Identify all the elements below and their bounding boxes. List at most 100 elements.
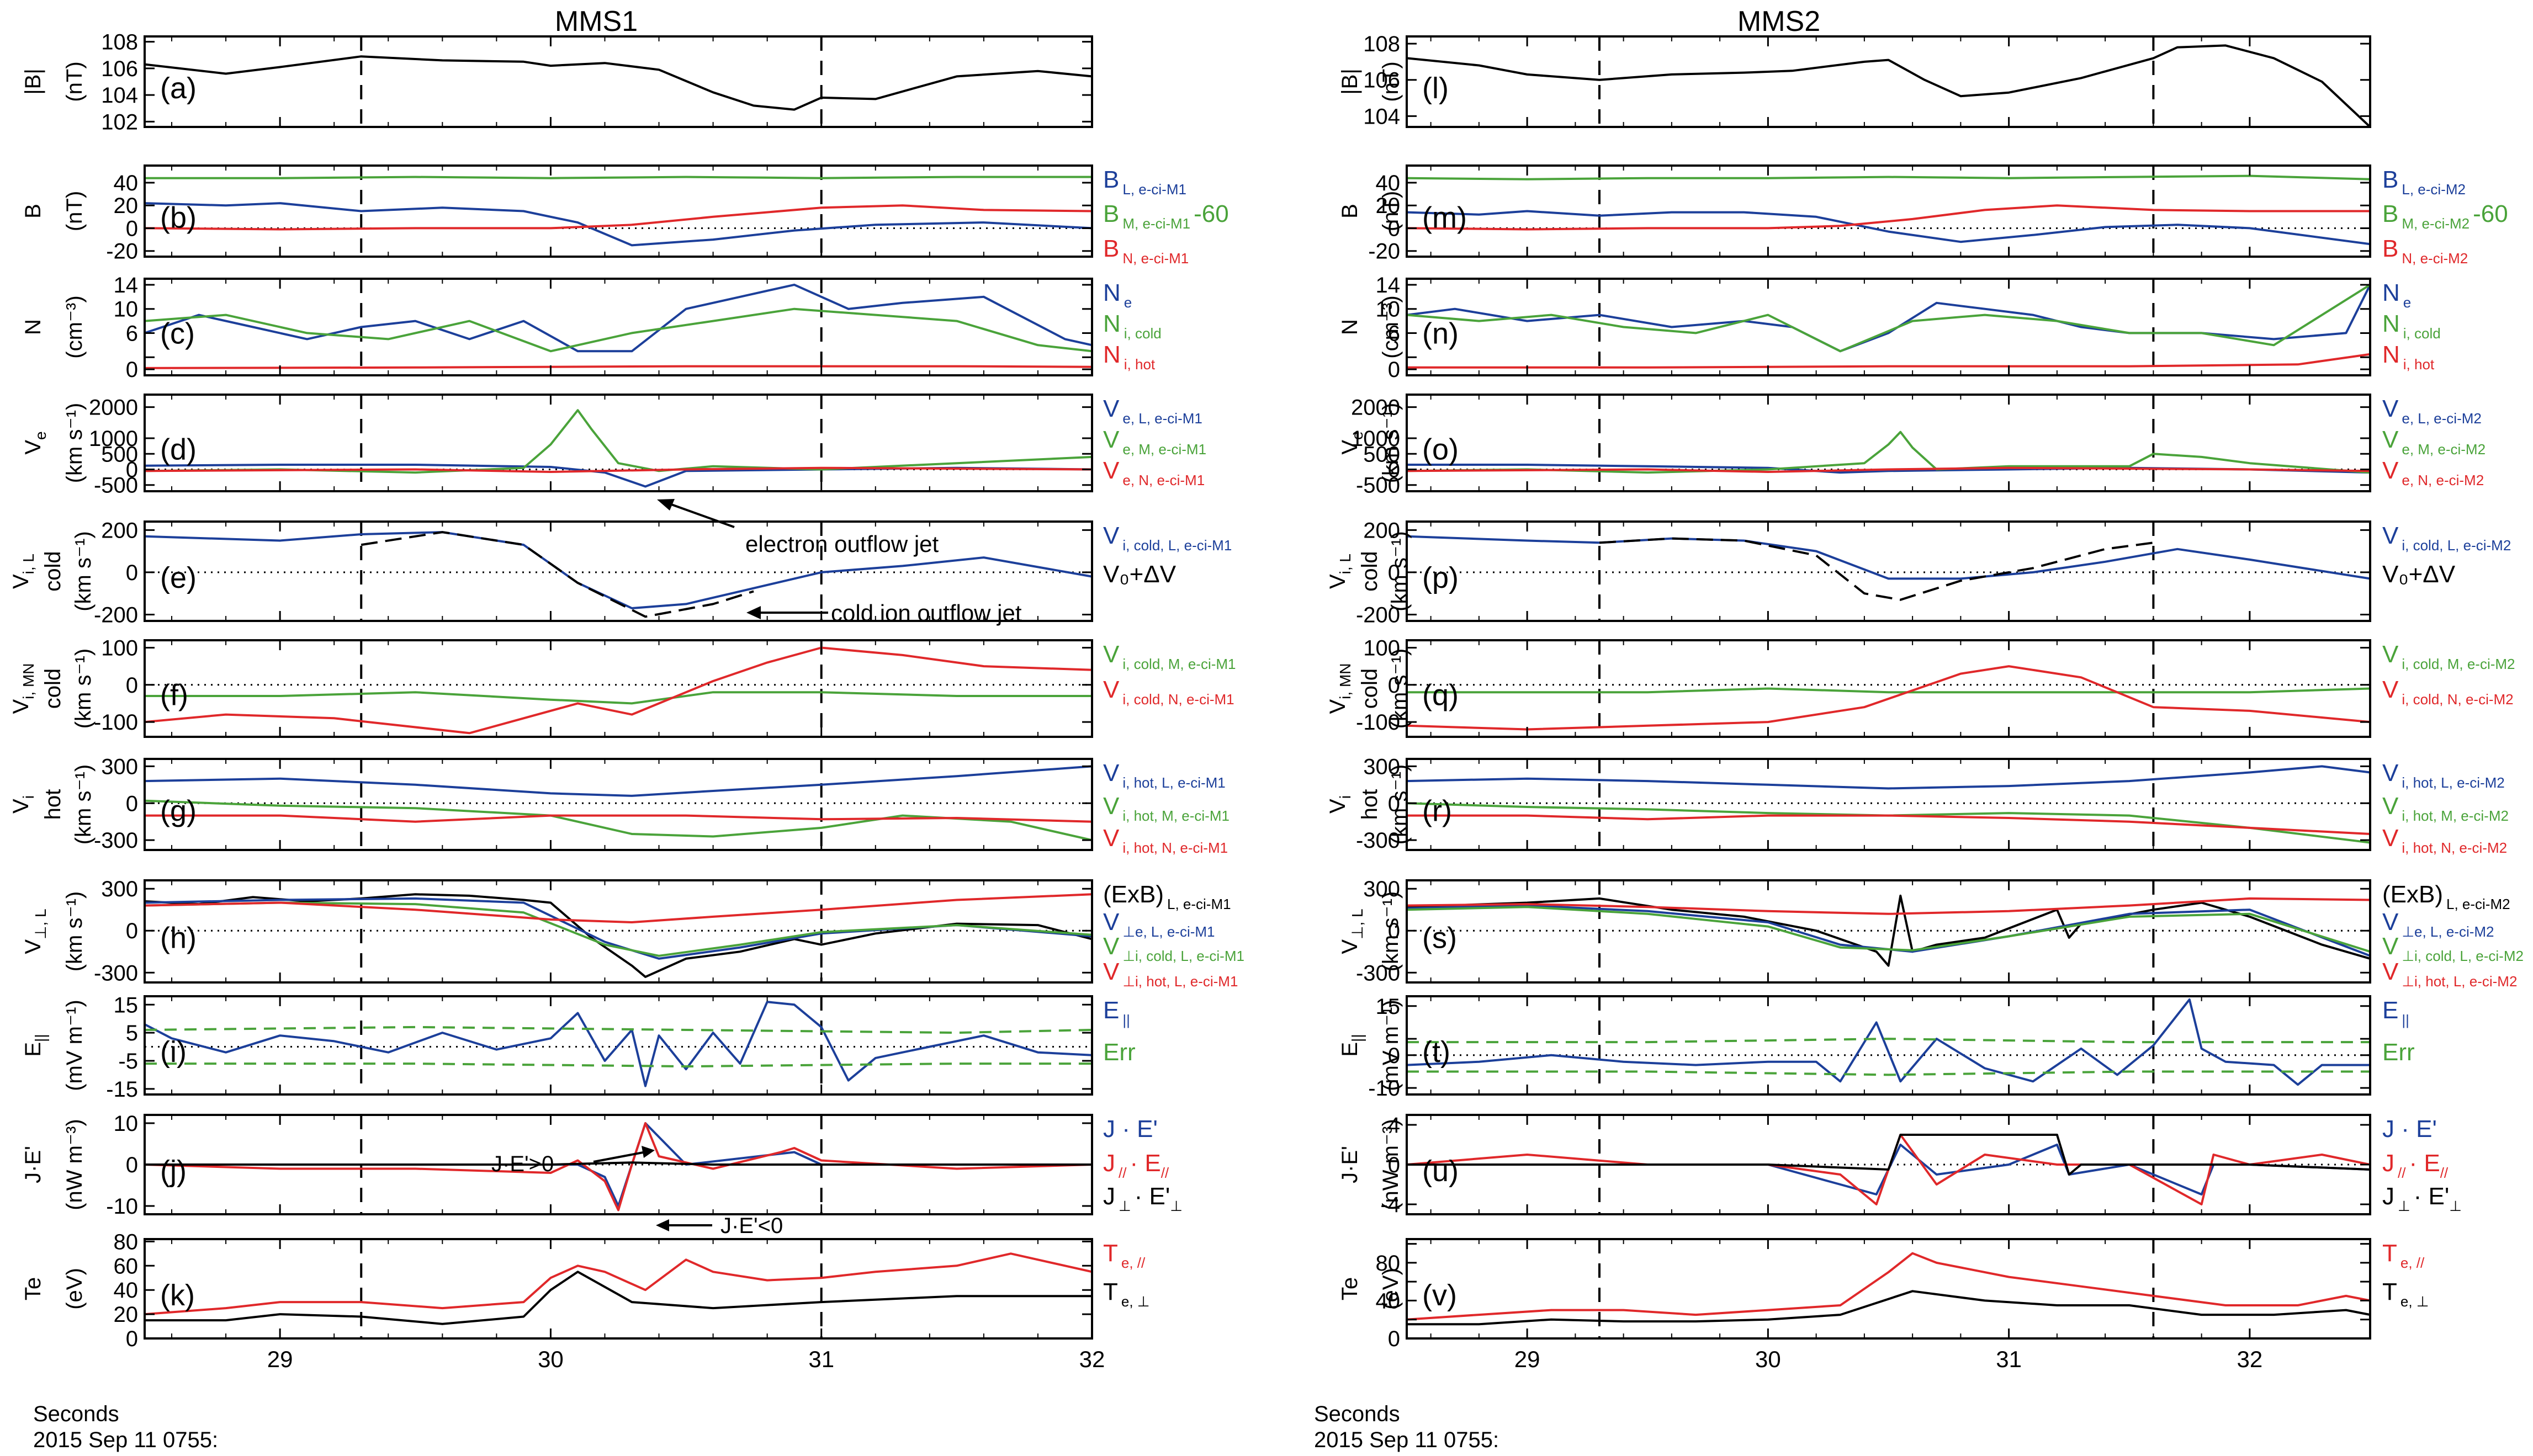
panel-frame — [144, 995, 1093, 1096]
series-line-e-par — [1407, 998, 2370, 1086]
legend-entry-base: V — [2382, 793, 2399, 820]
series-line-v-i-hot-l — [145, 765, 1092, 797]
series-group — [145, 531, 1092, 618]
series-line--b- — [145, 55, 1092, 111]
legend-entry-sub: i, cold, M, e-ci-M2 — [2402, 656, 2515, 672]
legend-entry-sub: L, e-ci-M2 — [2402, 181, 2466, 198]
legend-entry-sub: i, cold — [1124, 325, 1162, 342]
y-tick-label: 100 — [1363, 636, 1400, 660]
legend-entry-sub: i, cold, N, e-ci-M2 — [2402, 691, 2513, 708]
series-group — [1407, 431, 2370, 474]
legend-entry-base: J — [2382, 1150, 2394, 1177]
y-tick-label: 1000 — [1351, 427, 1400, 451]
y-tick-label: 2000 — [1351, 396, 1400, 420]
y-tick-label: -300 — [94, 961, 138, 985]
legend-entry-base: N — [2382, 341, 2400, 368]
y-tick-label: 0 — [126, 791, 138, 816]
legend-entry-base: N — [1103, 310, 1121, 337]
legend-entry: V ⊥i, cold, L, e-ci-M2 — [2382, 933, 2524, 964]
y-tick-label: 14 — [114, 273, 139, 297]
legend-entry-base: (ExB) — [1103, 881, 1164, 908]
y-tick-label: 0 — [126, 919, 138, 943]
y-tick-label: -500 — [1356, 474, 1400, 498]
legend-entry-base: J · E' — [1103, 1115, 1158, 1143]
series-line-n-i-cold — [145, 307, 1092, 353]
y-tick-label: 0 — [1388, 561, 1400, 585]
y-tick-label: -4 — [1380, 1193, 1400, 1217]
legend-entry-sub: ⊥i, cold, L, e-ci-M1 — [1122, 948, 1244, 964]
y-axis-label: (nT) — [62, 61, 87, 102]
legend-entry: Err — [2382, 1039, 2415, 1066]
legend-entry-sub: e, N, e-ci-M1 — [1122, 472, 1205, 488]
legend-entry-base: T — [1103, 1278, 1118, 1305]
y-axis-label: (cm⁻³) — [1379, 295, 1403, 358]
panel-letter: (d) — [160, 433, 197, 466]
legend-entry-base: V — [1103, 641, 1120, 668]
y-tick-label: 6 — [1388, 321, 1400, 346]
series-group — [145, 765, 1092, 842]
legend-entry-base: V — [2382, 426, 2399, 453]
panel-letter: (p) — [1422, 561, 1459, 594]
x-tick-label: 32 — [2237, 1346, 2263, 1372]
y-tick-label: 200 — [101, 518, 138, 543]
y-axis-label: (nT) — [62, 191, 87, 231]
legend-entry-base: B — [1103, 166, 1119, 193]
panel-frame — [144, 164, 1093, 258]
panel-letter: (t) — [1422, 1035, 1450, 1069]
y-tick-label: 104 — [101, 83, 138, 108]
y-tick-label: 0 — [126, 458, 138, 482]
series-group — [1407, 765, 2370, 844]
y-tick-label: 200 — [1363, 518, 1400, 543]
annotation-je-positive-label: J·E'>0 — [491, 1152, 554, 1176]
legend-entry: B M, e-ci-M2 -60 — [2382, 200, 2508, 232]
y-tick-label: 106 — [1363, 68, 1400, 93]
y-axis-label: cold — [41, 551, 65, 591]
series-group — [1407, 1252, 2370, 1326]
legend-entry-base: V — [2382, 676, 2399, 703]
y-tick-label: 6 — [126, 321, 138, 346]
series-line-v0-dv — [361, 531, 754, 618]
x-tick-label: 30 — [538, 1346, 564, 1372]
legend-entry-base: B — [2382, 235, 2398, 262]
series-group — [145, 893, 1092, 978]
y-axis-label: (eV) — [62, 1268, 87, 1310]
series-line-vperp-i-cold-l — [1407, 906, 2370, 953]
panel-l: 104 106 108 (l) |B| (nT) — [1338, 32, 2371, 129]
y-tick-label: 0 — [126, 216, 138, 241]
y-axis-label: cold — [1358, 668, 1382, 709]
legend-entry: (ExB) L, e-ci-M1 — [1103, 881, 1231, 912]
series-line-v-e-n — [145, 466, 1092, 473]
series-group — [145, 409, 1092, 488]
series-line-v-i-cold-n — [145, 646, 1092, 735]
y-axis-label: B — [21, 204, 45, 219]
legend-entry-sub: i, cold, M, e-ci-M1 — [1122, 656, 1236, 672]
y-axis-label: J·E' — [21, 1146, 45, 1183]
legend-entry: V₀+ΔV — [2382, 561, 2456, 588]
legend-entry-suffix-sub: // — [2440, 1165, 2449, 1181]
y-tick-label: -300 — [94, 828, 138, 853]
x-tick-label: 29 — [267, 1346, 293, 1372]
legend-entry-sub: M, e-ci-M1 — [1122, 215, 1190, 232]
series-line-v-i-hot-n — [1407, 814, 2370, 835]
legend-entry-base: (ExB) — [2382, 881, 2443, 908]
series-line-vperp-i-hot-l — [1407, 897, 2370, 915]
annotation-je-positive: J·E'>0 — [491, 1146, 655, 1176]
y-tick-label: 102 — [101, 110, 138, 134]
panel-letter: (s) — [1422, 922, 1457, 955]
legend-entry-sub: i, hot, N, e-ci-M1 — [1122, 839, 1228, 856]
